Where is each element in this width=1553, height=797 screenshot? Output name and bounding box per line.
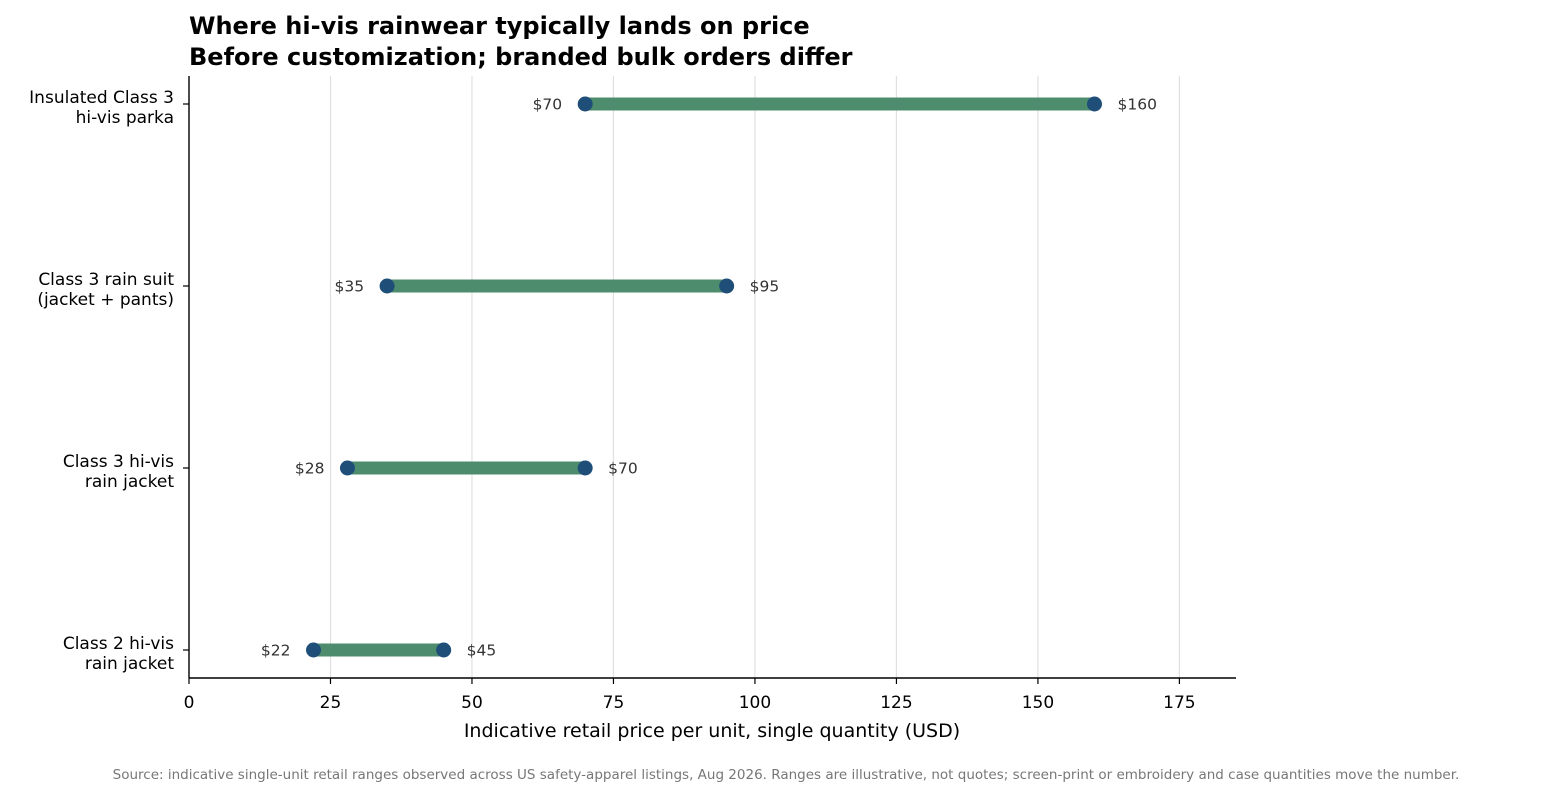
low-value-label: $22 (261, 642, 291, 660)
high-value-label: $95 (750, 278, 780, 296)
low-point (577, 96, 593, 112)
x-tick-label: 0 (184, 693, 195, 713)
x-tick-label: 75 (603, 693, 625, 713)
high-value-label: $70 (608, 460, 638, 478)
high-value-label: $160 (1118, 96, 1157, 114)
x-tick-label: 25 (320, 693, 342, 713)
category-label: rain jacket (85, 472, 174, 492)
x-tick-label: 50 (461, 693, 483, 713)
category-label: Class 3 rain suit (38, 270, 174, 290)
category-label: Insulated Class 3 (29, 88, 174, 108)
x-axis-title: Indicative retail price per unit, single… (464, 720, 960, 742)
range-marks: $70 $160 $35 $95 $28 $70 $22 $45 (261, 96, 1157, 660)
category-label: Class 2 hi-vis (63, 634, 174, 654)
high-point (719, 278, 735, 294)
low-value-label: $70 (533, 96, 563, 114)
axes: 0 25 50 75 100 125 150 175 Insulated Class 3hi-v… (29, 76, 1236, 713)
high-point (436, 642, 452, 658)
high-point (577, 460, 593, 476)
low-point (306, 642, 322, 658)
x-tick-label: 125 (880, 693, 912, 713)
x-tick-label: 175 (1163, 693, 1195, 713)
category-label: (jacket + pants) (37, 290, 174, 310)
high-point (1087, 96, 1103, 112)
low-point (379, 278, 395, 294)
low-point (339, 460, 355, 476)
category-label: Class 3 hi-vis (63, 452, 174, 472)
chart-title-line-2: Before customization; branded bulk order… (189, 43, 853, 71)
category-label: hi-vis parka (76, 108, 174, 128)
high-value-label: $45 (467, 642, 497, 660)
source-note: Source: indicative single-unit retail ra… (113, 767, 1460, 783)
gridlines (329, 76, 1181, 678)
category-label: rain jacket (85, 654, 174, 674)
low-value-label: $28 (295, 460, 325, 478)
chart-title-line-1: Where hi-vis rainwear typically lands on… (189, 12, 810, 40)
x-tick-label: 100 (739, 693, 771, 713)
x-tick-label: 150 (1022, 693, 1054, 713)
chart-title: Where hi-vis rainwear typically lands on… (189, 12, 853, 71)
low-value-label: $35 (334, 278, 364, 296)
